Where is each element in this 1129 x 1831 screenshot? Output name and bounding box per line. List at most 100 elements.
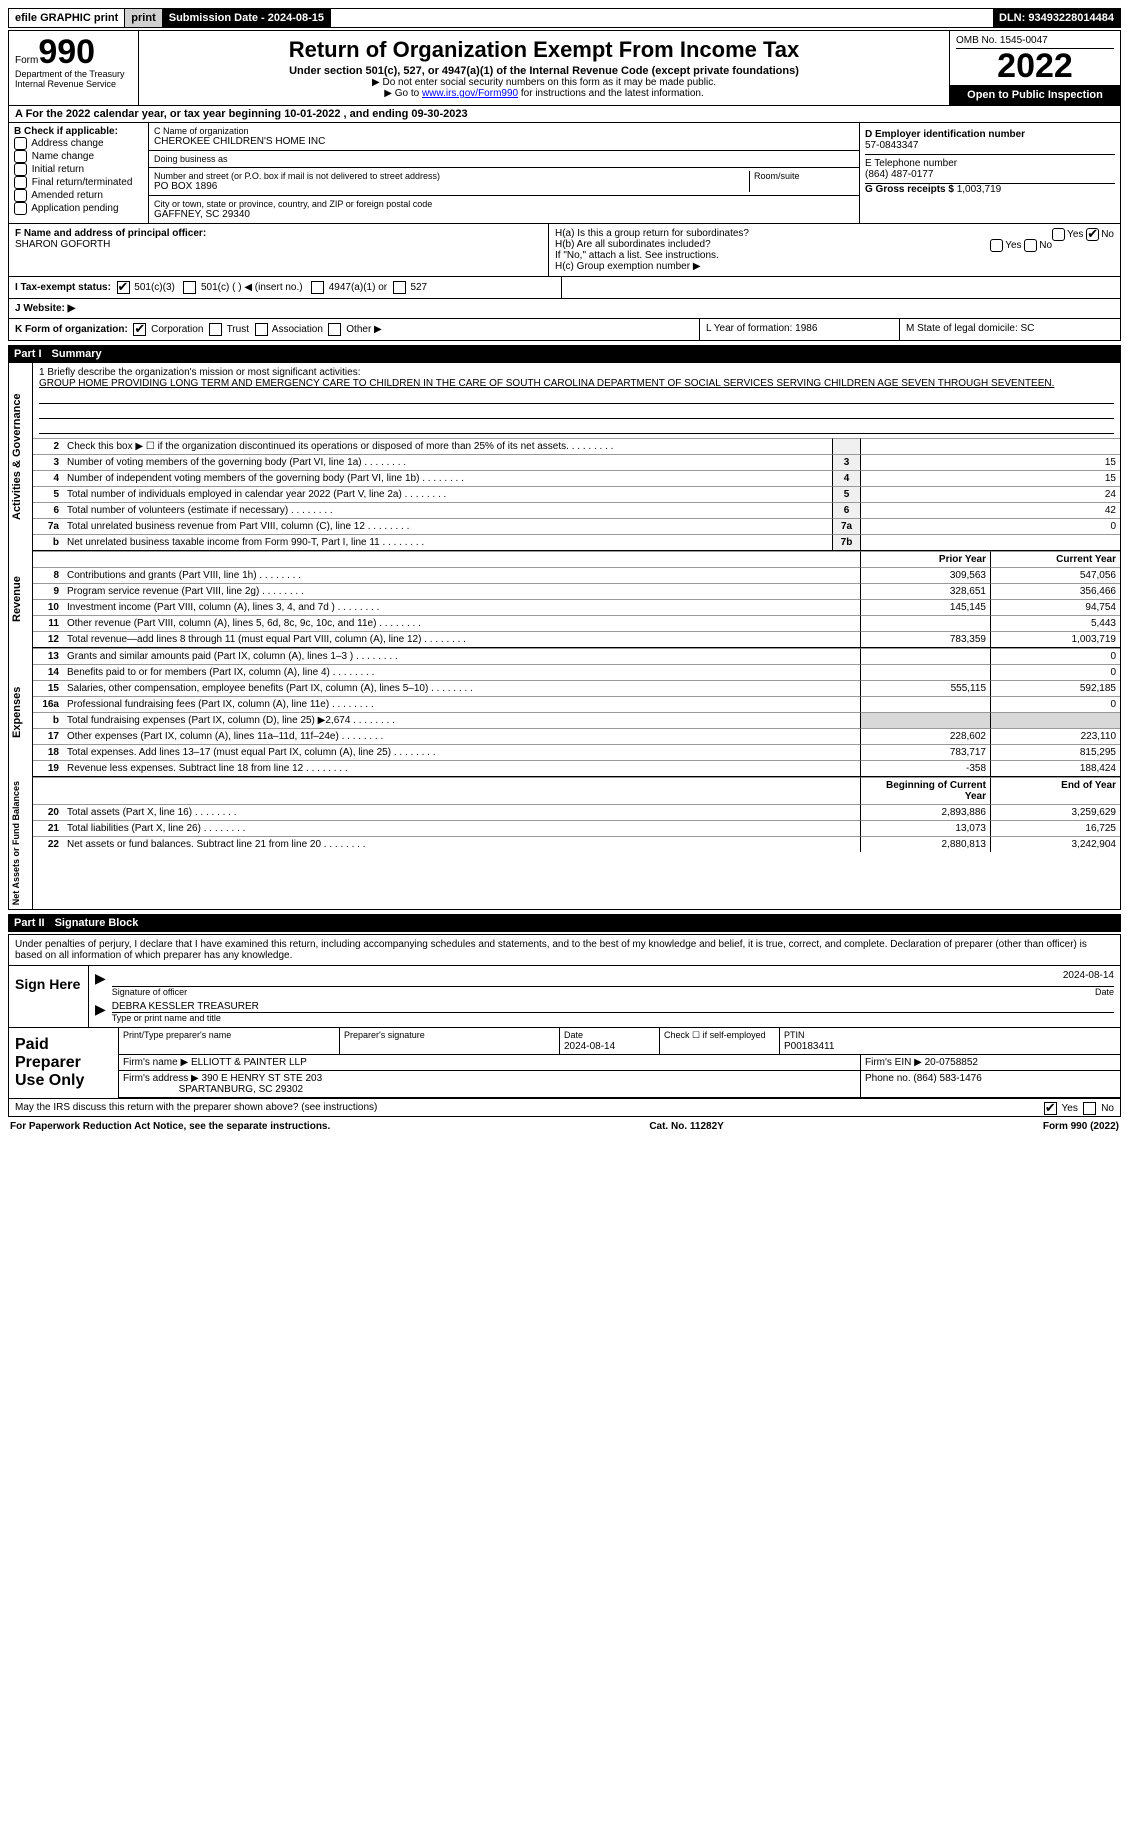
line-desc: Total fundraising expenses (Part IX, col… <box>63 712 832 728</box>
prep-label: Paid Preparer Use Only <box>9 1028 119 1098</box>
org-name: CHEROKEE CHILDREN'S HOME INC <box>154 136 854 147</box>
prior-val: 783,359 <box>860 631 990 647</box>
line-desc: Benefits paid to or for members (Part IX… <box>63 664 832 680</box>
line-num: 19 <box>33 760 63 776</box>
table-row: 21Total liabilities (Part X, line 26)13,… <box>33 820 1120 836</box>
line-desc: Total liabilities (Part X, line 26) <box>63 820 832 836</box>
box-num: 7b <box>832 534 860 550</box>
firm-name-l: Firm's name ▶ <box>123 1057 188 1068</box>
side-expenses: Expenses <box>9 648 33 777</box>
discuss-no[interactable] <box>1083 1102 1096 1115</box>
form-title: Return of Organization Exempt From Incom… <box>145 37 943 63</box>
curr-val: 0 <box>990 664 1120 680</box>
box-num <box>832 438 860 454</box>
table-row: 3Number of voting members of the governi… <box>33 454 1120 470</box>
prep-sig-h: Preparer's signature <box>344 1030 555 1040</box>
note-pre: ▶ Go to <box>384 88 422 99</box>
prep-date-h: Date <box>564 1030 583 1040</box>
line-desc: Total expenses. Add lines 13–17 (must eq… <box>63 744 832 760</box>
line-num: 14 <box>33 664 63 680</box>
line-num: 6 <box>33 502 63 518</box>
prior-val <box>860 696 990 712</box>
officer-typed-name: DEBRA KESSLER TREASURER <box>112 1001 1114 1013</box>
line-desc: Total number of volunteers (estimate if … <box>63 502 832 518</box>
prior-year-h: Prior Year <box>860 551 990 567</box>
firm-name: ELLIOTT & PAINTER LLP <box>191 1057 307 1068</box>
line-num: 20 <box>33 804 63 820</box>
beg-year-h: Beginning of Current Year <box>860 777 990 804</box>
firm-ein-l: Firm's EIN ▶ <box>865 1057 922 1068</box>
note-post: for instructions and the latest informat… <box>518 88 704 99</box>
box-num: 5 <box>832 486 860 502</box>
hb-yes[interactable] <box>990 239 1003 252</box>
irs-link[interactable]: www.irs.gov/Form990 <box>422 88 518 99</box>
line-desc: Check this box ▶ ☐ if the organization d… <box>63 438 832 454</box>
line-num: 9 <box>33 583 63 599</box>
cb-other[interactable] <box>328 323 341 336</box>
curr-val: 356,466 <box>990 583 1120 599</box>
table-row: 17Other expenses (Part IX, column (A), l… <box>33 728 1120 744</box>
f-label: F Name and address of principal officer: <box>15 228 206 239</box>
cb-name[interactable]: Name change <box>14 150 143 163</box>
cb-amended[interactable]: Amended return <box>14 189 143 202</box>
prior-val <box>860 664 990 680</box>
cb-501c3[interactable] <box>117 281 130 294</box>
val: 24 <box>860 486 1120 502</box>
cb-pending[interactable]: Application pending <box>14 202 143 215</box>
form-number: 990 <box>38 33 95 71</box>
cb-501c[interactable] <box>183 281 196 294</box>
date-label: Date <box>1095 987 1114 997</box>
header-right: OMB No. 1545-0047 2022 Open to Public In… <box>950 31 1120 105</box>
cb-corp[interactable] <box>133 323 146 336</box>
curr-val: 815,295 <box>990 744 1120 760</box>
table-row: 10Investment income (Part VIII, column (… <box>33 599 1120 615</box>
discuss-yes[interactable] <box>1044 1102 1057 1115</box>
org-form-row: K Form of organization: Corporation Trus… <box>8 319 1121 341</box>
box-num: 3 <box>832 454 860 470</box>
val: 15 <box>860 454 1120 470</box>
prep-name-h: Print/Type preparer's name <box>123 1030 335 1040</box>
part2-title: Signature Block <box>55 917 139 929</box>
end-year-h: End of Year <box>990 777 1120 804</box>
curr-val: 592,185 <box>990 680 1120 696</box>
prior-val: -358 <box>860 760 990 776</box>
box-num: 7a <box>832 518 860 534</box>
hb-no[interactable] <box>1024 239 1037 252</box>
table-row: 7aTotal unrelated business revenue from … <box>33 518 1120 534</box>
firm-addr2: SPARTANBURG, SC 29302 <box>179 1084 304 1095</box>
officer-name: SHARON GOFORTH <box>15 239 542 250</box>
cb-initial[interactable]: Initial return <box>14 163 143 176</box>
print-button[interactable]: print <box>125 9 162 27</box>
ha-yes[interactable] <box>1052 228 1065 241</box>
mission-text: GROUP HOME PROVIDING LONG TERM AND EMERG… <box>39 378 1114 389</box>
ha-no[interactable] <box>1086 228 1099 241</box>
prior-val: 228,602 <box>860 728 990 744</box>
box-num: 4 <box>832 470 860 486</box>
table-row: 2Check this box ▶ ☐ if the organization … <box>33 438 1120 454</box>
line-desc: Total unrelated business revenue from Pa… <box>63 518 832 534</box>
submission-date: Submission Date - 2024-08-15 <box>163 9 331 27</box>
addr-value: PO BOX 1896 <box>154 181 749 192</box>
line-num: 2 <box>33 438 63 454</box>
cb-assoc[interactable] <box>255 323 268 336</box>
line-desc: Net assets or fund balances. Subtract li… <box>63 836 832 852</box>
website-row: J Website: ▶ <box>8 299 1121 319</box>
cb-4947[interactable] <box>311 281 324 294</box>
cb-trust[interactable] <box>209 323 222 336</box>
line-num: 16a <box>33 696 63 712</box>
table-row: 15Salaries, other compensation, employee… <box>33 680 1120 696</box>
cb-address[interactable]: Address change <box>14 137 143 150</box>
city-label: City or town, state or province, country… <box>154 199 854 209</box>
line-desc: Contributions and grants (Part VIII, lin… <box>63 567 832 583</box>
arrow-icon: ▶ <box>95 970 106 997</box>
cb-final[interactable]: Final return/terminated <box>14 176 143 189</box>
expenses-section: 13Grants and similar amounts paid (Part … <box>33 648 1120 777</box>
line-num: 11 <box>33 615 63 631</box>
line-num: 8 <box>33 567 63 583</box>
curr-val <box>990 712 1120 728</box>
tel-label: E Telephone number <box>865 158 1115 169</box>
rev-header: Prior Year Current Year <box>33 551 1120 567</box>
table-row: 8Contributions and grants (Part VIII, li… <box>33 567 1120 583</box>
val <box>860 534 1120 550</box>
cb-527[interactable] <box>393 281 406 294</box>
